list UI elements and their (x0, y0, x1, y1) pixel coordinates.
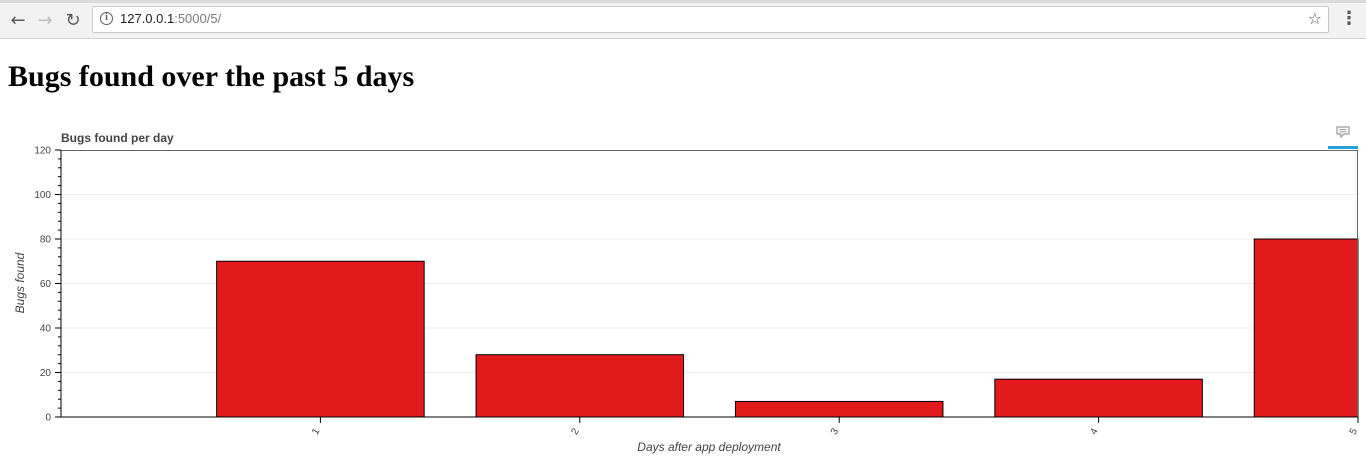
reload-icon[interactable]: ↻ (65, 9, 81, 31)
y-tick-label: 120 (34, 146, 51, 157)
back-arrow-icon[interactable]: ← (10, 9, 26, 31)
y-tick-label: 20 (40, 368, 52, 379)
y-tick-label: 40 (40, 324, 52, 335)
x-tick-label: 4 (1088, 426, 1101, 437)
tab-strip (0, 0, 1366, 3)
x-tick-label: 5 (1348, 426, 1361, 437)
browser-toolbar: ← → ↻ i 127.0.0.1:5000/5/ ☆ ⋮ (0, 0, 1366, 39)
address-bar[interactable]: i 127.0.0.1:5000/5/ ☆ (92, 6, 1329, 33)
url-path: :5000/5/ (174, 11, 222, 26)
x-tick-label: 3 (829, 426, 842, 437)
y-tick-label: 100 (34, 190, 51, 201)
x-axis-label: Days after app deployment (637, 440, 781, 454)
chart-container: Bugs found per day 0 20 40 60 80 100 120 1 2 3 4 5 … (0, 120, 1366, 475)
y-tick-label: 0 (45, 413, 51, 424)
bar-3 (734, 400, 944, 418)
y-axis-label: Bugs found (13, 252, 27, 313)
toolbar-active-indicator (1328, 146, 1358, 149)
forward-arrow-icon[interactable]: → (37, 9, 53, 31)
page-heading: Bugs found over the past 5 days (8, 60, 415, 93)
bar-1 (216, 260, 425, 418)
kebab-menu-icon[interactable]: ⋮ (1340, 8, 1358, 29)
bar-2 (475, 354, 685, 418)
axes: 0 20 40 60 80 100 120 1 2 3 4 5 (34, 146, 1360, 437)
bar-5 (1253, 238, 1359, 418)
x-tick-label: 1 (310, 426, 323, 437)
comment-icon[interactable] (1336, 126, 1350, 138)
url-text[interactable]: 127.0.0.1:5000/5/ (120, 11, 221, 26)
y-tick-label: 80 (40, 235, 52, 246)
url-host: 127.0.0.1 (120, 11, 175, 26)
y-tick-label: 60 (40, 279, 52, 290)
star-icon[interactable]: ☆ (1307, 9, 1322, 28)
chart-title: Bugs found per day (61, 131, 174, 145)
bar-4 (994, 378, 1203, 418)
x-tick-label: 2 (569, 426, 582, 437)
info-icon[interactable]: i (100, 12, 113, 25)
